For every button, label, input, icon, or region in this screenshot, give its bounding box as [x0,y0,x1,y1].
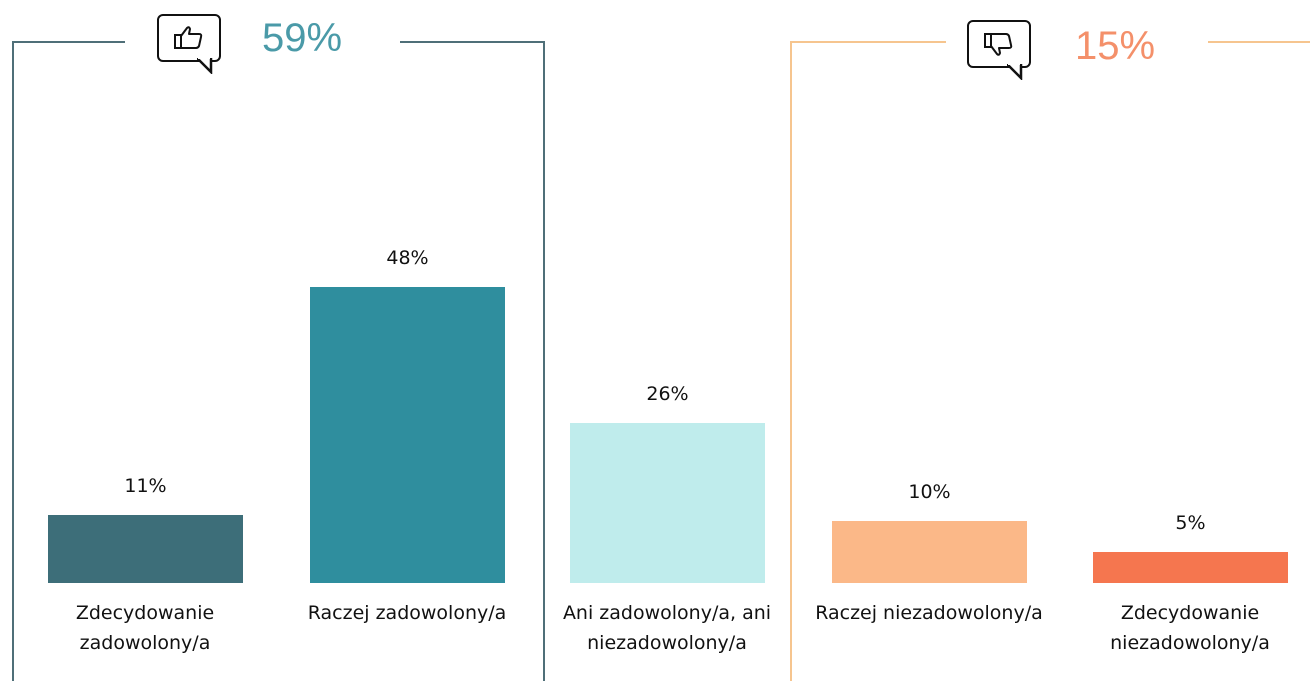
value-label-3: 26% [568,383,768,405]
category-label-5: Zdecydowanie niezadowolony/a [1060,598,1310,658]
value-label-5: 5% [1091,512,1291,534]
thumbs-down-icon [967,20,1031,68]
negative-bracket [790,41,1310,681]
thumbs-up-icon [157,14,221,62]
category-label-line: Raczej zadowolony/a [277,598,537,628]
category-label-line: Ani zadowolony/a, ani [537,598,797,628]
category-label-line: Zdecydowanie [15,598,275,628]
category-label-2: Raczej zadowolony/a [277,598,537,628]
category-label-4: Raczej niezadowolony/a [799,598,1059,628]
value-label-1: 11% [46,475,246,497]
value-label-2: 48% [308,247,508,269]
bar-1 [48,515,243,583]
bar-5 [1093,552,1288,583]
bar-4 [832,521,1027,583]
category-label-line: niezadowolony/a [537,628,797,658]
bar-3 [570,423,765,583]
category-label-line: Zdecydowanie [1060,598,1310,628]
category-label-3: Ani zadowolony/a, ani niezadowolony/a [537,598,797,658]
category-label-1: Zdecydowanie zadowolony/a [15,598,275,658]
positive-share-value: 59% [262,18,342,58]
negative-share-value: 15% [1075,26,1155,66]
category-label-line: niezadowolony/a [1060,628,1310,658]
category-label-line: Raczej niezadowolony/a [799,598,1059,628]
category-label-line: zadowolony/a [15,628,275,658]
bar-2 [310,287,505,583]
value-label-4: 10% [830,481,1030,503]
